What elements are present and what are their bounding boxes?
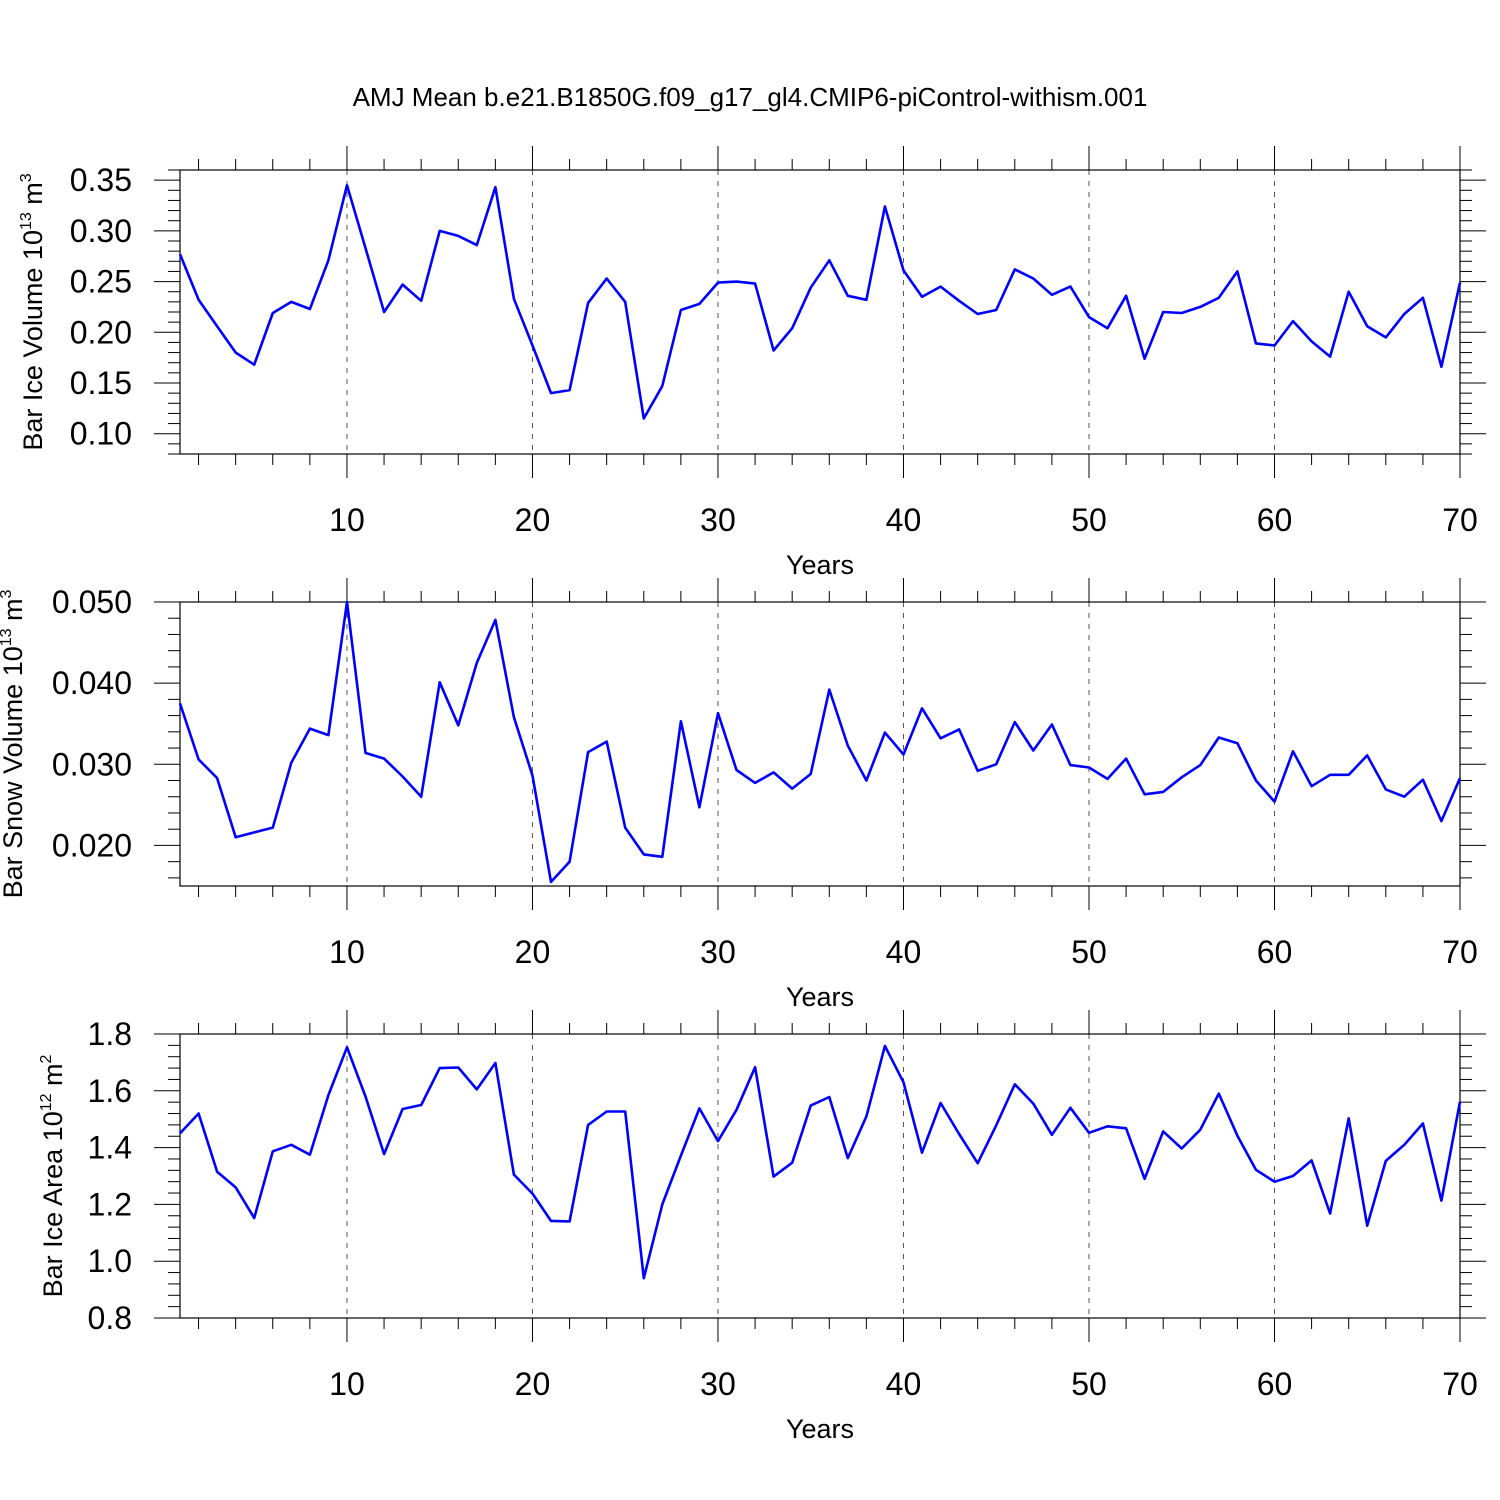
x-tick-label: 20 [515, 1366, 551, 1402]
x-tick-label: 30 [700, 934, 736, 970]
panels: 10 20 30 40 50 60 70 Years 0.10 0.15 0.20 0.25 0.30 0… [0, 146, 1486, 1444]
panel-2: 10 20 30 40 50 60 70 Years 0.020 0.030 0.040 0.050 B… [0, 578, 1486, 1012]
x-tick-label: 70 [1442, 502, 1478, 538]
x-tick-label: 50 [1071, 934, 1107, 970]
x-tick-label: 30 [700, 1366, 736, 1402]
x-tick-label: 50 [1071, 1366, 1107, 1402]
panel-3: 10 20 30 40 50 60 70 Years 0.8 1.0 1.2 1.4 1.6 1.8 Bar… [38, 1010, 1486, 1444]
x-tick-label: 40 [886, 1366, 922, 1402]
y-tick-label: 1.4 [88, 1130, 132, 1166]
y-tick-label: 1.8 [88, 1016, 132, 1052]
x-tick-label: 60 [1257, 934, 1293, 970]
y-tick-label: 0.30 [70, 213, 132, 249]
y-tick-label: 1.2 [88, 1186, 132, 1222]
y-tick-label: 1.0 [88, 1243, 132, 1279]
y-axis-title: Bar Snow Volume 1013 m3 [0, 589, 28, 898]
y-tick-label: 0.25 [70, 264, 132, 300]
x-tick-label: 10 [329, 1366, 365, 1402]
y-tick-label: 0.35 [70, 162, 132, 198]
series-line-bar-snow-volume [178, 600, 1462, 884]
x-tick-label: 30 [700, 502, 736, 538]
plot-frame [179, 1033, 1461, 1319]
x-axis-title: Years [786, 550, 854, 580]
y-tick-label: 0.050 [52, 584, 132, 620]
y-tick-label: 0.020 [52, 827, 132, 863]
x-tick-label: 60 [1257, 1366, 1293, 1402]
y-tick-label: 0.030 [52, 746, 132, 782]
x-tick-label: 20 [515, 502, 551, 538]
plot-frame [179, 601, 1461, 887]
x-tick-label: 20 [515, 934, 551, 970]
x-tick-label: 70 [1442, 934, 1478, 970]
x-tick-label: 60 [1257, 502, 1293, 538]
figure-title: AMJ Mean b.e21.B1850G.f09_g17_gl4.CMIP6-… [353, 82, 1148, 112]
panel-1: 10 20 30 40 50 60 70 Years 0.10 0.15 0.20 0.25 0.30 0… [18, 146, 1486, 580]
y-tick-label: 0.15 [70, 365, 132, 401]
x-tick-label: 40 [886, 502, 922, 538]
y-axis-title: Bar Ice Area 1012 m2 [38, 1054, 68, 1297]
y-tick-label: 0.8 [88, 1300, 132, 1336]
y-tick-label: 0.20 [70, 314, 132, 350]
x-tick-label: 40 [886, 934, 922, 970]
x-tick-label: 10 [329, 502, 365, 538]
x-tick-label: 70 [1442, 1366, 1478, 1402]
x-tick-label: 50 [1071, 502, 1107, 538]
series-line-bar-ice-area [179, 1044, 1462, 1280]
y-tick-label: 0.040 [52, 665, 132, 701]
y-tick-label: 0.10 [70, 416, 132, 452]
y-tick-label: 1.6 [88, 1073, 132, 1109]
x-axis-title: Years [786, 1414, 854, 1444]
x-axis-title: Years [786, 982, 854, 1012]
plot-frame [179, 169, 1461, 455]
series-line-bar-ice-volume [178, 183, 1462, 420]
y-axis-title: Bar Ice Volume 1013 m3 [18, 173, 48, 450]
x-tick-label: 10 [329, 934, 365, 970]
